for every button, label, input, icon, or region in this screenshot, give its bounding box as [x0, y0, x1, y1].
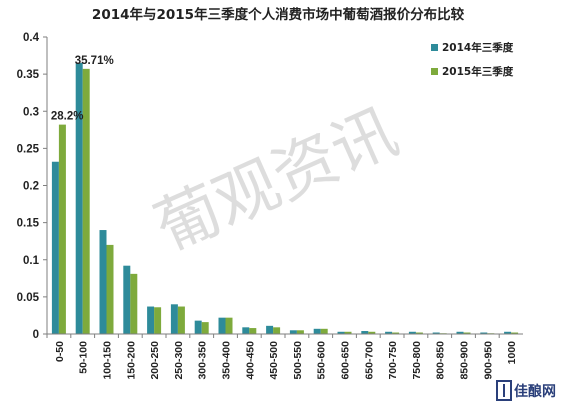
y-tick-label: 0	[33, 329, 39, 341]
bar-2014-150-200	[123, 265, 131, 334]
legend-label-2015: 2015年三季度	[442, 65, 514, 78]
legend-swatch-2015	[431, 68, 438, 75]
x-axis: 0-50 50-100 100-150 150-200 200-250 250-300 30…	[46, 334, 518, 380]
bar-2015-500-550	[296, 330, 304, 334]
x-tick-label: 650-700	[363, 341, 375, 380]
bar-2015-450-500	[273, 327, 281, 334]
x-tick-label: 1000	[506, 341, 518, 365]
bar-2014-1000	[504, 331, 512, 334]
legend: 2014年三季度 2015年三季度	[431, 41, 514, 78]
bar-2015-0-50	[58, 124, 66, 335]
bar-2015-700-750	[392, 332, 400, 334]
x-tick-label: 50-100	[78, 341, 90, 374]
bar-2015-350-400	[225, 317, 233, 334]
data-label: 35.71%	[75, 55, 114, 67]
x-tick-label: 250-300	[173, 341, 185, 380]
bar-2014-500-550	[289, 330, 297, 334]
x-tick-label: 800-850	[435, 341, 447, 380]
annotations: 28.2% 35.71%	[51, 55, 114, 123]
bar-2015-550-600	[320, 328, 328, 334]
bar-2015-150-200	[130, 273, 138, 334]
x-tick-label: 200-250	[149, 341, 161, 380]
bar-2015-50-100	[82, 68, 90, 335]
bar-2015-750-800	[415, 332, 423, 334]
y-tick-label: 0.25	[17, 143, 40, 155]
x-tick-label: 450-500	[268, 341, 280, 380]
bar-2014-900-950	[480, 332, 488, 334]
bar-2014-800-850	[432, 332, 440, 334]
chart-title: 2014年与2015年三季度个人消费市场中葡萄酒报价分布比较	[92, 6, 465, 23]
logo-icon	[496, 380, 512, 401]
logo: 佳酿网	[496, 380, 556, 401]
x-tick-label: 300-350	[197, 341, 209, 380]
x-tick-label: 750-800	[411, 341, 423, 380]
y-tick-label: 0.35	[17, 69, 40, 81]
bar-2015-600-650	[344, 331, 352, 334]
bar-2014-700-750	[385, 331, 393, 334]
x-tick-label: 500-550	[292, 341, 304, 380]
x-tick-label: 550-600	[316, 341, 328, 380]
bar-2015-850-900	[463, 332, 471, 334]
bar-2014-100-150	[99, 230, 107, 334]
bar-2014-200-250	[147, 306, 155, 334]
bar-2014-0-50	[51, 161, 59, 334]
bar-2014-300-350	[194, 320, 202, 334]
bar-2015-1000	[511, 332, 519, 334]
x-tick-label: 400-450	[244, 341, 256, 380]
x-tick-label: 700-750	[387, 341, 399, 380]
bar-2014-350-400	[218, 317, 226, 334]
bar-2014-400-450	[242, 327, 250, 334]
bar-2014-50-100	[75, 62, 83, 335]
bars	[51, 62, 519, 335]
legend-swatch-2014	[431, 44, 438, 51]
bar-2015-650-700	[368, 331, 376, 334]
y-tick-label: 0.3	[23, 106, 39, 118]
bar-2015-200-250	[154, 307, 162, 334]
watermark: 葡观资讯	[144, 95, 408, 267]
y-axis: 0 0.05 0.1 0.15 0.2 0.25 0.3 0.35 0.4	[17, 32, 47, 341]
x-tick-label: 850-900	[459, 341, 471, 380]
x-tick-label: 150-200	[125, 341, 137, 380]
data-label: 28.2%	[51, 111, 84, 123]
x-tick-label: 0-50	[54, 341, 66, 362]
legend-label-2014: 2014年三季度	[442, 41, 514, 54]
x-tick-label: 350-400	[221, 341, 233, 380]
bar-2014-550-600	[313, 328, 321, 334]
bar-2014-600-650	[337, 331, 345, 334]
y-tick-label: 0.4	[23, 32, 40, 44]
bar-2015-250-300	[177, 306, 185, 334]
bar-2014-650-700	[361, 331, 369, 334]
bar-2014-750-800	[408, 331, 416, 334]
x-tick-label: 900-950	[482, 341, 494, 380]
bar-2015-300-350	[201, 322, 209, 334]
bar-2015-400-450	[249, 328, 257, 334]
bar-2014-450-500	[266, 325, 274, 334]
bar-2014-250-300	[170, 304, 178, 334]
y-tick-label: 0.05	[17, 292, 40, 304]
bar-2015-100-150	[106, 244, 114, 334]
x-tick-label: 100-150	[102, 341, 114, 380]
logo-text: 佳酿网	[514, 383, 556, 400]
y-tick-label: 0.1	[23, 255, 40, 267]
y-tick-label: 0.15	[17, 218, 40, 230]
y-tick-label: 0.2	[23, 181, 39, 193]
bar-2014-850-900	[456, 331, 464, 334]
x-tick-label: 600-650	[340, 341, 352, 380]
